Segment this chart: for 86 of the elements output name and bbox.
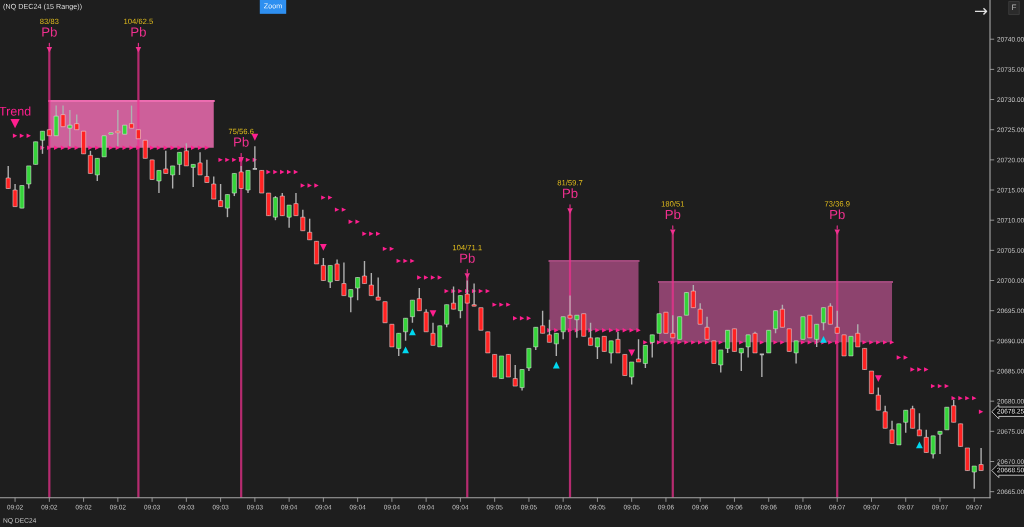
point	[820, 335, 827, 343]
point	[552, 361, 560, 369]
candlestick	[732, 328, 737, 353]
candlestick	[259, 169, 265, 194]
candlestick	[821, 306, 826, 331]
candlestick	[478, 306, 484, 331]
text: Pb	[460, 253, 475, 263]
text: Pb	[830, 209, 845, 220]
point	[874, 375, 882, 382]
candlestick	[684, 291, 689, 316]
candlestick	[410, 299, 415, 324]
point	[464, 273, 471, 279]
candlestick	[636, 338, 641, 363]
candlestick	[81, 130, 86, 155]
candlestick	[314, 240, 319, 265]
candlestick	[5, 165, 11, 190]
text: Pb	[563, 188, 578, 199]
candlestick	[862, 347, 867, 371]
text: F	[1012, 4, 1017, 11]
candlestick	[738, 347, 744, 372]
point	[628, 349, 636, 357]
candlestick	[697, 302, 703, 325]
candlestick	[553, 332, 559, 357]
text: Pb	[665, 209, 681, 220]
candlestick	[382, 300, 388, 324]
candlestick	[780, 303, 785, 328]
candlestick	[142, 139, 148, 160]
series-label: Pb	[42, 26, 57, 37]
point	[567, 208, 573, 214]
candlestick	[595, 337, 600, 360]
series-label: Trend	[0, 106, 31, 116]
point	[834, 229, 840, 236]
candlestick	[129, 104, 134, 129]
point	[402, 346, 409, 354]
candlestick	[307, 217, 313, 241]
candlestick	[88, 150, 93, 175]
candlestick	[177, 151, 182, 176]
candlestick	[690, 284, 696, 309]
candlestick	[937, 430, 943, 455]
point	[135, 46, 142, 53]
candlestick	[485, 331, 491, 354]
candlestick	[492, 353, 498, 378]
candlestick	[643, 344, 648, 369]
candlestick	[766, 329, 772, 354]
candlestick	[958, 423, 963, 448]
candlestick	[444, 303, 450, 328]
candlestick	[416, 287, 422, 312]
candlestick	[725, 329, 730, 354]
candlestick	[355, 276, 361, 301]
candlestick	[773, 309, 778, 335]
candlestick	[834, 309, 840, 335]
candlestick	[526, 347, 532, 372]
candlestick	[218, 183, 223, 208]
candlestick	[300, 208, 306, 232]
candlestick	[94, 157, 100, 182]
candlestick	[368, 272, 374, 297]
point	[46, 46, 53, 53]
candlestick	[451, 285, 456, 310]
candlestick	[704, 316, 710, 341]
text: Pb	[131, 26, 146, 37]
candlestick	[375, 276, 381, 301]
point	[251, 133, 259, 141]
point	[319, 243, 327, 251]
candlestick	[266, 192, 271, 217]
annotation: →	[974, 7, 988, 15]
point	[916, 441, 923, 449]
candlestick	[33, 141, 38, 166]
candlestick	[827, 302, 833, 325]
candlestick	[362, 260, 367, 285]
candlestick	[505, 353, 511, 378]
candlestick	[423, 308, 429, 333]
text: Pb	[234, 137, 249, 147]
candlestick	[225, 193, 230, 218]
point	[670, 229, 676, 236]
candlestick	[26, 165, 32, 190]
candlestick	[917, 412, 922, 437]
candlestick	[211, 175, 217, 200]
candlestick	[882, 405, 888, 430]
candlestick	[403, 317, 408, 342]
candlestick	[875, 386, 881, 411]
candlestick	[204, 159, 210, 184]
candlestick	[499, 355, 504, 380]
point	[429, 310, 437, 318]
point	[409, 328, 416, 336]
point	[10, 119, 20, 129]
candlestick	[869, 370, 874, 395]
